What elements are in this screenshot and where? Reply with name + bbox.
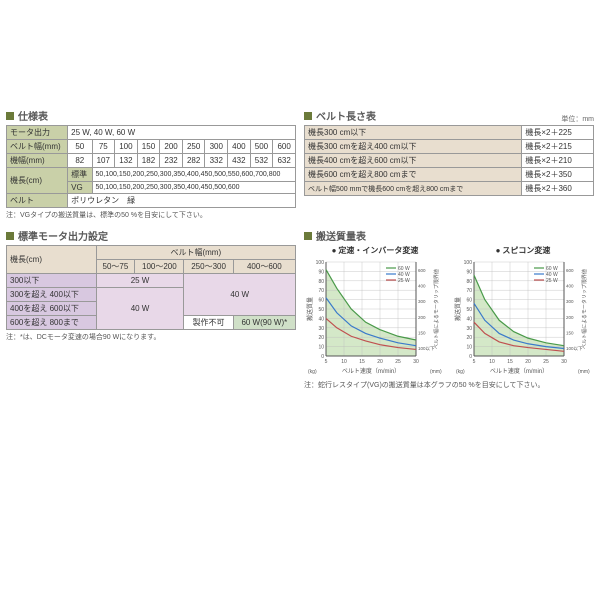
svg-text:5: 5 (325, 359, 328, 365)
svg-text:25 W: 25 W (398, 278, 410, 284)
svg-text:50: 50 (318, 307, 324, 313)
chart1-svg: 0102030405060708090100510152025306004003… (304, 258, 444, 378)
svg-text:10: 10 (489, 359, 495, 365)
svg-text:ベルト幅によるモータリップ限界値: ベルト幅によるモータリップ限界値 (433, 269, 440, 349)
svg-text:150: 150 (418, 330, 426, 335)
svg-text:搬送質量: 搬送質量 (454, 297, 462, 321)
svg-text:100: 100 (316, 260, 325, 266)
svg-text:(mm): (mm) (430, 369, 442, 375)
svg-text:20: 20 (466, 335, 472, 341)
svg-text:25: 25 (395, 359, 401, 365)
svg-text:200: 200 (566, 315, 574, 320)
transport-title: 搬送質量表 (316, 228, 366, 243)
svg-text:40: 40 (466, 316, 472, 322)
svg-text:90: 90 (466, 269, 472, 275)
svg-text:15: 15 (359, 359, 365, 365)
motor-setting-title: 標準モータ出力設定 (18, 228, 108, 243)
svg-text:70: 70 (318, 288, 324, 294)
svg-text:ベルト速度（m/min）: ベルト速度（m/min） (342, 367, 400, 375)
svg-text:20: 20 (377, 359, 383, 365)
svg-text:90: 90 (318, 269, 324, 275)
svg-text:30: 30 (466, 326, 472, 332)
spec-table: モータ出力25 W, 40 W, 60 W ベルト幅(mm) 507510015… (6, 125, 296, 208)
spec-section: 仕様表 モータ出力25 W, 40 W, 60 W ベルト幅(mm) 50751… (6, 108, 296, 220)
svg-text:25: 25 (543, 359, 549, 365)
spec-note: 注：VGタイプの搬送質量は、標準の50 %を目安にして下さい。 (6, 210, 296, 220)
spec-title: 仕様表 (18, 108, 48, 123)
svg-text:25 W: 25 W (546, 278, 558, 284)
belt-length-section: ベルト長さ表 単位：mm 機長300 cm以下機長×2＋225 機長300 cm… (304, 108, 594, 220)
svg-text:15: 15 (507, 359, 513, 365)
svg-text:20: 20 (525, 359, 531, 365)
square-icon (6, 112, 14, 120)
svg-text:50: 50 (466, 307, 472, 313)
svg-text:600: 600 (566, 268, 574, 273)
svg-text:(kg): (kg) (456, 369, 465, 375)
svg-text:60: 60 (318, 298, 324, 304)
svg-text:400: 400 (566, 284, 574, 289)
svg-text:30: 30 (413, 359, 419, 365)
svg-text:600: 600 (418, 268, 426, 273)
belt-length-table: 機長300 cm以下機長×2＋225 機長300 cmを超え400 cm以下機長… (304, 125, 594, 196)
svg-text:40: 40 (318, 316, 324, 322)
square-icon (304, 232, 312, 240)
svg-text:ベルト幅によるモータリップ限界値: ベルト幅によるモータリップ限界値 (581, 269, 588, 349)
motor-setting-section: 標準モータ出力設定 機長(cm) ベルト幅(mm) 50～75 100～200 … (6, 228, 296, 390)
motor-setting-note: 注：*は、DCモータ変速の場合90 Wになります。 (6, 332, 296, 342)
svg-text:60: 60 (466, 298, 472, 304)
svg-text:300: 300 (418, 299, 426, 304)
chart-constant-speed: 定速・インバータ変速 01020304050607080901005101520… (304, 245, 446, 378)
transport-section: 搬送質量表 定速・インバータ変速 01020304050607080901005… (304, 228, 594, 390)
motor-setting-table: 機長(cm) ベルト幅(mm) 50～75 100～200 250～300 40… (6, 245, 296, 330)
svg-text:80: 80 (318, 279, 324, 285)
svg-text:400: 400 (418, 284, 426, 289)
svg-text:70: 70 (466, 288, 472, 294)
square-icon (6, 232, 14, 240)
transport-note: 注：蛇行レスタイプ(VG)の搬送質量は本グラフの50 %を目安にして下さい。 (304, 380, 594, 390)
square-icon (304, 112, 312, 120)
svg-text:20: 20 (318, 335, 324, 341)
svg-text:ベルト速度（m/min）: ベルト速度（m/min） (490, 367, 548, 375)
svg-text:30: 30 (561, 359, 567, 365)
svg-text:(mm): (mm) (578, 369, 590, 375)
svg-text:10: 10 (341, 359, 347, 365)
belt-length-title: ベルト長さ表 (316, 108, 376, 123)
svg-text:200: 200 (418, 315, 426, 320)
svg-text:100以下: 100以下 (418, 346, 435, 352)
svg-text:100: 100 (464, 260, 473, 266)
svg-text:搬送質量: 搬送質量 (306, 297, 314, 321)
svg-text:(kg): (kg) (308, 369, 317, 375)
svg-text:100以下: 100以下 (566, 346, 583, 352)
svg-text:10: 10 (318, 345, 324, 351)
chart2-svg: 0102030405060708090100510152025306004003… (452, 258, 592, 378)
svg-text:10: 10 (466, 345, 472, 351)
svg-text:30: 30 (318, 326, 324, 332)
svg-text:150: 150 (566, 330, 574, 335)
svg-text:300: 300 (566, 299, 574, 304)
svg-text:80: 80 (466, 279, 472, 285)
chart-spicon: スピコン変速 010203040506070809010051015202530… (452, 245, 594, 378)
svg-text:5: 5 (473, 359, 476, 365)
